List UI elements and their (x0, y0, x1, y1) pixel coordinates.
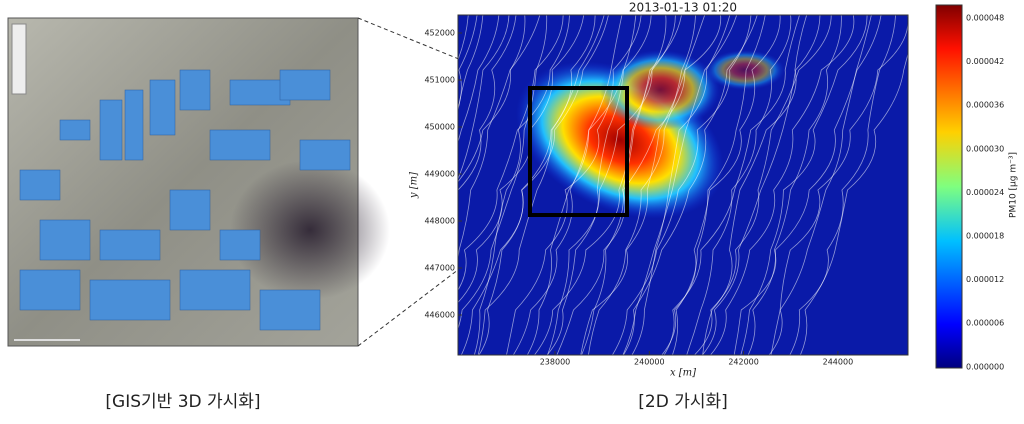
building (279, 69, 331, 101)
streamline (588, 15, 696, 355)
streamline (661, 15, 781, 355)
streamline (701, 15, 821, 355)
building (179, 269, 251, 311)
x-axis-label: x [m] (670, 368, 696, 379)
x-tick-label: 240000 (634, 358, 665, 367)
gis-3d-view (7, 17, 390, 347)
colorbar-tick-label: 0.000000 (966, 362, 1004, 371)
x-tick-label: 238000 (540, 358, 571, 367)
streamline (709, 15, 855, 355)
colorbar-tick-label: 0.000036 (966, 101, 1004, 110)
streamline (458, 15, 585, 304)
streamline (458, 15, 484, 113)
streamline (686, 15, 792, 355)
streamline (581, 15, 722, 355)
colorbar-tick-label: 0.000042 (966, 57, 1004, 66)
building (124, 89, 144, 161)
y-tick-label: 449000 (424, 170, 455, 179)
streamline (458, 15, 570, 291)
streamline (526, 15, 623, 355)
streamline (799, 52, 908, 355)
y-tick-label: 448000 (424, 217, 455, 226)
colorbar-tick-label: 0.000018 (966, 232, 1004, 241)
building (39, 219, 91, 261)
streamline (789, 15, 896, 355)
building (19, 269, 81, 311)
streamline (740, 15, 868, 355)
y-tick-label: 450000 (424, 123, 455, 132)
plume (600, 50, 720, 130)
building (299, 139, 351, 171)
y-axis-label: y [m] (409, 172, 420, 199)
y-tick-label: 446000 (424, 311, 455, 320)
streamline (631, 15, 731, 355)
buildings (19, 69, 351, 331)
building (99, 229, 161, 261)
y-tick-label: 451000 (424, 76, 455, 85)
building (169, 189, 211, 231)
caption: [2D 가시화] (638, 392, 728, 412)
streamline (672, 15, 766, 355)
building (149, 79, 176, 136)
streamline (547, 15, 637, 355)
streamline (458, 15, 478, 110)
zoom-box (528, 86, 629, 217)
streamline (458, 15, 548, 330)
streamline (611, 15, 752, 355)
building (89, 279, 171, 321)
streamline (747, 15, 882, 355)
building (19, 169, 61, 201)
shadow (230, 160, 390, 300)
colorbar-tick-label: 0.000012 (966, 275, 1004, 284)
plot-frame (457, 14, 909, 356)
streamline (663, 15, 800, 355)
colorbar (935, 4, 963, 369)
building (59, 119, 91, 141)
building (99, 99, 123, 161)
legend-box (11, 23, 27, 95)
x-tick-label: 244000 (823, 358, 854, 367)
streamline (693, 15, 832, 355)
building (209, 129, 271, 161)
streamline (458, 15, 510, 181)
streamline (477, 15, 605, 355)
caption: [GIS기반 3D 가시화] (105, 392, 260, 412)
plot-2d: 2013-01-13 01:20 x [m] y [m] 452000 45100… (409, 1, 1019, 379)
streamline (512, 15, 652, 355)
streamline (473, 15, 564, 355)
streamline (533, 15, 676, 355)
colorbar-label: PM10 [μg m⁻³] (1009, 152, 1019, 218)
streamline (768, 15, 908, 355)
y-tick-label: 447000 (424, 264, 455, 273)
colorbar-tick-label: 0.000024 (966, 188, 1004, 197)
plume (705, 50, 785, 90)
plot-title: 2013-01-13 01:20 (629, 1, 737, 15)
colorbar-tick-label: 0.000030 (966, 144, 1004, 153)
colorbar-tick-label: 0.000006 (966, 319, 1004, 328)
streamline (622, 15, 758, 355)
streamline (702, 15, 808, 355)
building (179, 69, 211, 111)
streamline (458, 15, 541, 260)
colorbar-tick-label: 0.000048 (966, 14, 1004, 23)
x-tick-label: 242000 (728, 358, 759, 367)
connector (357, 214, 531, 347)
streamline (478, 15, 609, 355)
y-tick-label: 452000 (424, 29, 455, 38)
streamline (506, 15, 642, 355)
building (219, 229, 261, 261)
streamline (556, 15, 682, 355)
building (259, 289, 321, 331)
axes: 452000 451000 450000 449000 448000 447000 4460… (424, 14, 1004, 372)
streamline (458, 15, 500, 143)
streamline (733, 15, 842, 355)
streamline (622, 15, 738, 355)
streamlines (458, 15, 908, 355)
